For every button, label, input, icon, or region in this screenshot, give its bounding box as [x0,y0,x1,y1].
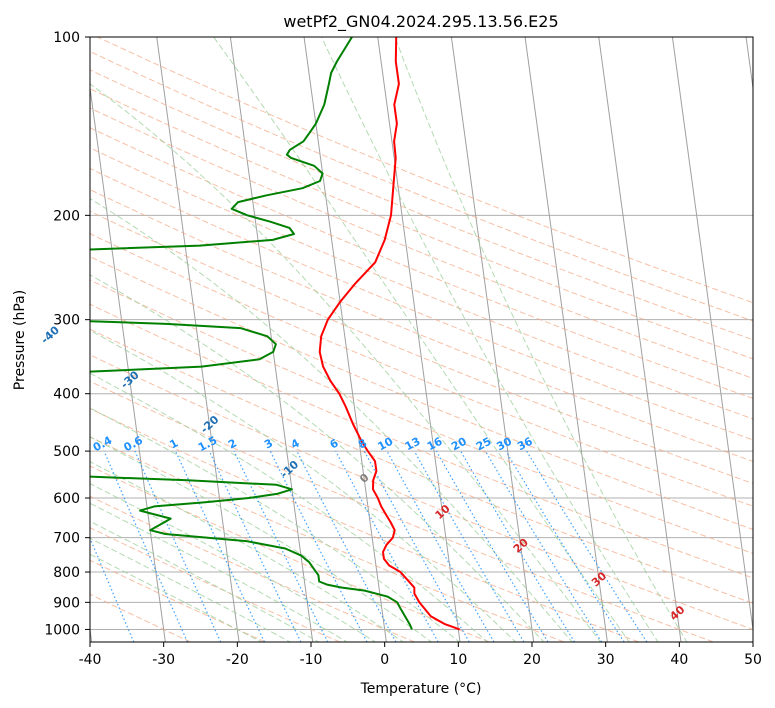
dry-adiabat-line [90,436,565,642]
isotherm-line [598,37,682,642]
isotherm-line [303,37,387,642]
dry-adiabat-line [90,465,490,642]
moist-adiabat-line [90,329,517,642]
x-tick-label: 20 [523,652,541,668]
dewpoint-profile-line [90,37,413,630]
mixing-ratio-line [484,450,603,642]
mixing-ratio-label: 10 [376,435,396,454]
x-tick-label: -20 [226,652,249,668]
mixing-ratio-label: 30 [494,435,514,454]
plot-frame [89,36,754,643]
moist-adiabat-line [90,461,405,642]
y-tick-label: 200 [53,208,80,224]
moist-adiabat-line [90,537,292,642]
x-tick-label: 10 [449,652,467,668]
dry-adiabat-line [90,527,341,642]
moist-adiabat-line [90,407,461,642]
profile-series [90,37,461,631]
temperature-profile-line [318,37,461,631]
isotherm-line [377,37,461,642]
dry-adiabat-line [90,303,753,579]
x-tick-label: -10 [300,652,323,668]
mixing-ratio-line [90,536,135,642]
moist-adiabat-line [394,37,688,642]
x-tick-label: 50 [744,652,762,668]
x-axis-label: Temperature (°C) [360,681,482,697]
moist-adiabat-line [90,520,320,642]
isotherm-line [450,37,535,642]
mixing-ratio-line [363,450,470,642]
dry-adiabat-line [90,233,753,507]
moist-adiabat-line [213,37,630,642]
isotherm-line [156,37,240,642]
dry-adiabat-line [90,279,753,554]
plot-background [90,37,753,642]
mixing-ratio-label: 20 [449,435,469,454]
y-tick-label: 900 [53,595,80,611]
mixing-ratio-label: 13 [403,435,423,454]
moist-adiabat-line [90,274,545,642]
y-tick-label: 300 [53,313,80,329]
mixing-ratio-line [526,450,648,642]
moist-adiabat-line [90,436,433,642]
x-tick-label: -40 [79,652,102,668]
y-tick-label: 600 [53,491,80,507]
dry-adiabat-line [90,107,753,379]
mixing-ratio-line [335,450,439,642]
moist-adiabat-line [90,482,377,642]
mixing-ratio-line [505,450,625,642]
dry-adiabat-line [90,50,753,322]
moist-adiabat-line [321,37,659,642]
y-tick-label: 400 [53,387,80,403]
background-lines [90,37,753,642]
y-tick-label: 1000 [44,622,80,638]
y-tick-label: 800 [53,565,80,581]
dry-adiabat-line [90,559,266,642]
y-axis-label: Pressure (hPa) [12,290,28,390]
x-ticks: -40 -30 -20 -10 0 10 20 30 40 50 [79,642,762,668]
moist-adiabat-line [90,198,573,642]
dry-adiabat-line [90,256,753,530]
x-tick-label: 0 [380,652,389,668]
mixing-ratio-line [386,450,495,642]
dry-adiabat-line [90,189,753,463]
dry-adiabat-line [90,210,753,485]
isotherm-line [671,37,753,634]
x-tick-label: 40 [670,652,688,668]
chart-title: wetPf2_GN04.2024.295.13.56.E25 [283,12,558,32]
isotherm-line [524,37,608,642]
y-ticks: 100 200 300 400 500 600 700 800 900 1000 [44,30,90,638]
y-tick-label: 700 [53,531,80,547]
dry-adiabat-line [90,380,714,642]
mixing-ratio-line [233,450,329,642]
dry-adiabat-line [90,147,753,420]
moist-adiabat-line [90,553,263,642]
mixing-ratio-label: 16 [425,434,445,453]
mixing-ratio-line [460,450,576,642]
mixing-ratio-line [296,450,397,642]
dry-adiabat-line [90,328,753,604]
y-tick-label: 100 [53,30,80,46]
mixing-ratio-label: 25 [474,435,494,454]
dry-adiabat-line [90,408,639,642]
dry-adiabat-line [90,88,753,360]
mixing-ratio-line [103,450,189,642]
isotherm-line [90,84,166,642]
x-tick-label: 30 [597,652,615,668]
mixing-ratio-label: 36 [515,434,535,453]
x-tick-label: -30 [152,652,175,668]
y-tick-label: 500 [53,444,80,460]
